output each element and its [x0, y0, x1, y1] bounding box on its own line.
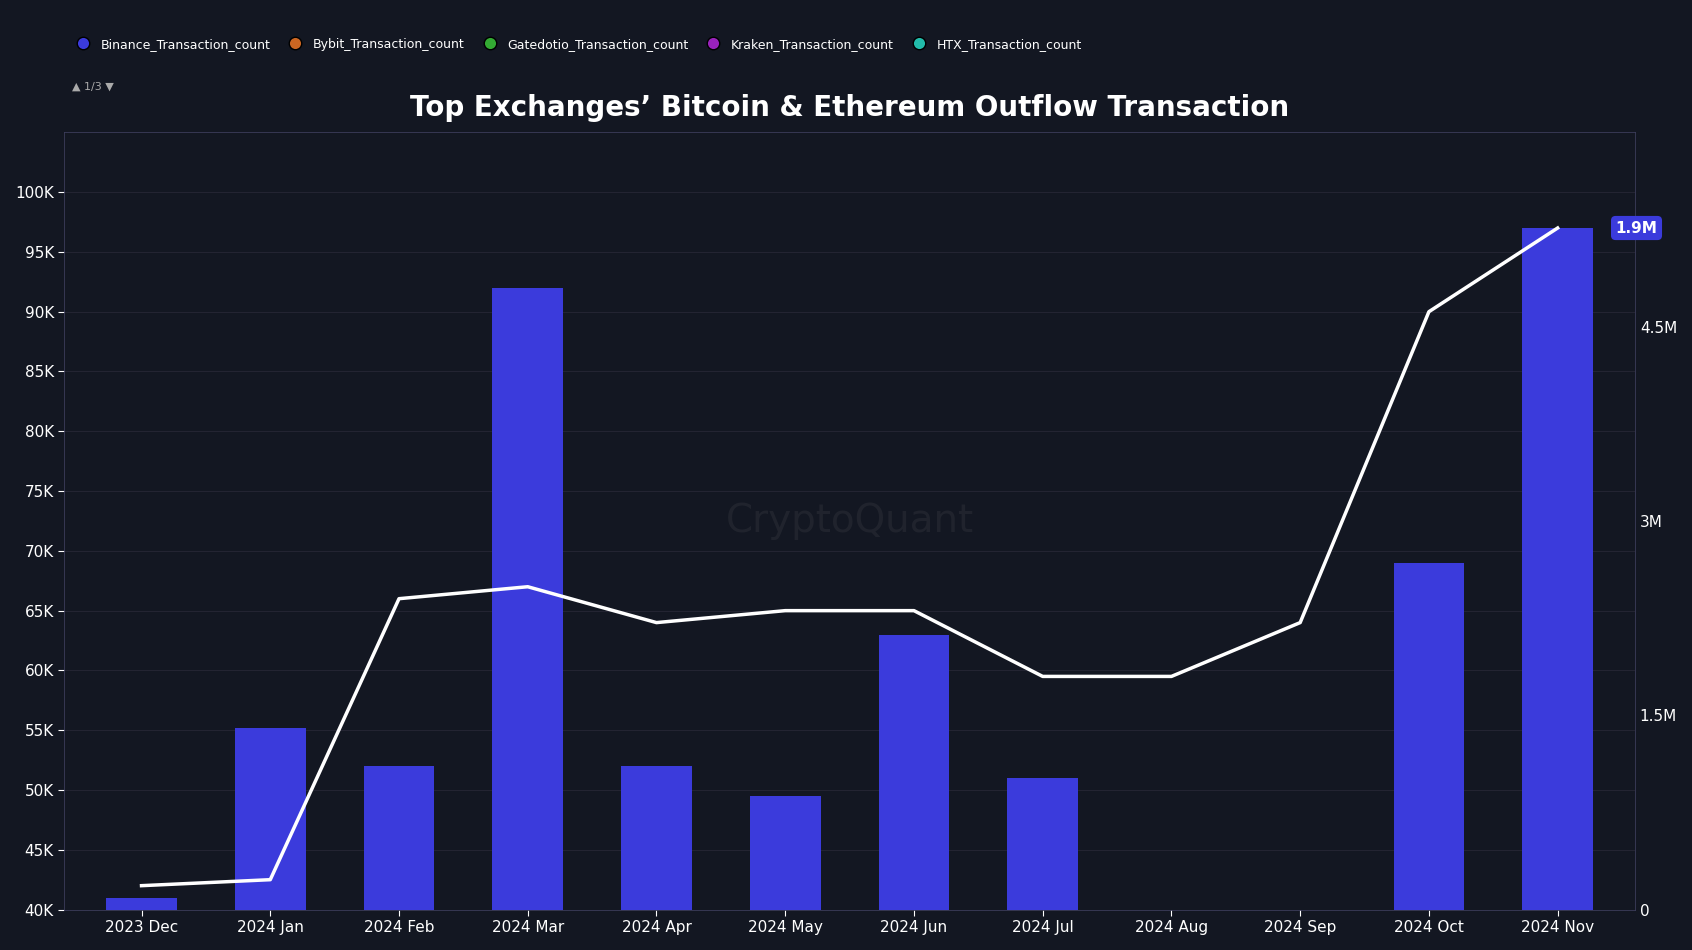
Bar — [1523, 935, 1594, 950]
Legend: Binance_Transaction_count, Bybit_Transaction_count, Gatedotio_Transaction_count,: Binance_Transaction_count, Bybit_Transac… — [71, 38, 1081, 50]
Title: Top Exchanges’ Bitcoin & Ethereum Outflow Transaction: Top Exchanges’ Bitcoin & Ethereum Outflo… — [409, 94, 1289, 122]
Bar — [1523, 228, 1594, 935]
Text: ▲ 1/3 ▼: ▲ 1/3 ▼ — [73, 82, 113, 92]
Bar — [621, 766, 692, 950]
Bar — [1007, 778, 1078, 950]
Bar — [235, 728, 306, 950]
Bar — [107, 898, 178, 950]
Bar — [492, 288, 563, 950]
Bar — [878, 635, 949, 950]
Bar — [364, 766, 435, 950]
Bar — [1394, 562, 1464, 950]
Text: CryptoQuant: CryptoQuant — [726, 502, 973, 540]
Bar — [750, 796, 821, 950]
Text: 1.9M: 1.9M — [1616, 220, 1658, 236]
